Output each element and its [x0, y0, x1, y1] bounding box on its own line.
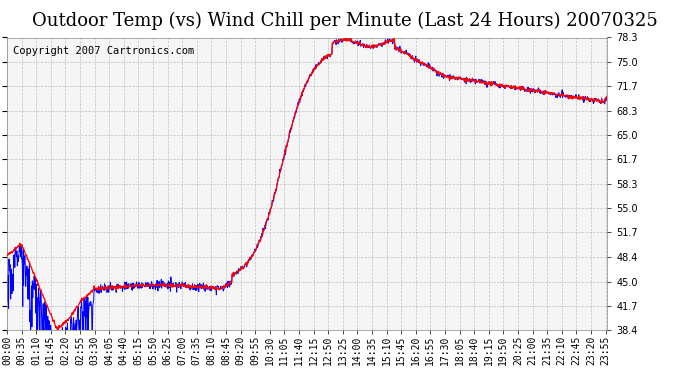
Text: Outdoor Temp (vs) Wind Chill per Minute (Last 24 Hours) 20070325: Outdoor Temp (vs) Wind Chill per Minute …	[32, 11, 658, 30]
Text: Copyright 2007 Cartronics.com: Copyright 2007 Cartronics.com	[13, 46, 194, 56]
